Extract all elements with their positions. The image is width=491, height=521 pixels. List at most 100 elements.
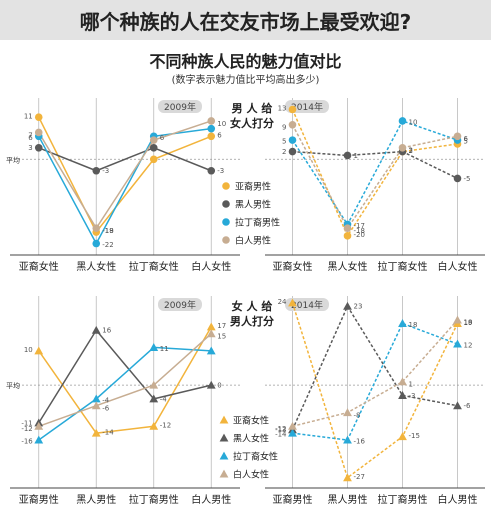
y-axis-label-1: 平均 [6,155,20,164]
title-banner: 哪个种族的人在交友市场上最受欢迎? [0,0,491,40]
category-label-3-3: 拉丁裔男性 [129,493,179,506]
data-label-1-3-2: -22 [102,241,113,249]
data-point-4-4-4 [453,315,462,324]
category-label-4-1: 亚裔男性 [273,493,313,506]
data-point-1-2-2 [92,166,101,175]
data-label-3-4-2: -6 [102,405,110,413]
legend-top-text-4: 白人男性 [235,235,271,247]
data-label-4-2-1: -13 [275,426,286,434]
data-point-3-1-1 [34,346,44,355]
data-point-1-3-2 [92,239,101,248]
data-point-3-4-4 [206,329,216,338]
category-label-1-4: 白人女性 [191,260,231,273]
data-label-2-4-3: 3 [409,147,413,155]
data-point-3-1-4 [206,322,216,331]
legend-bottom-marker-1 [219,415,229,424]
data-label-4-4-1: -12 [275,425,286,433]
data-label-1-4-1: 7 [28,131,32,139]
category-label-1-2: 黑人女性 [76,260,116,273]
data-point-2-4-4 [453,132,462,141]
data-point-3-3-1 [34,435,44,444]
data-point-1-1-3 [149,155,158,164]
legend-bottom-text-3: 拉丁裔女性 [233,451,278,463]
category-label-2-4: 白人女性 [438,260,478,273]
data-point-3-3-3 [149,343,159,351]
data-point-2-2-4 [453,174,462,183]
series-line-4-4 [292,319,459,428]
category-label-1-1: 亚裔女性 [19,260,59,273]
data-label-1-1-2: -19 [102,227,113,235]
legend-bottom-marker-4 [219,469,229,478]
data-label-1-2-4: -3 [217,167,224,175]
data-point-1-1-4 [207,132,216,141]
data-point-2-2-1 [288,147,297,156]
data-label-2-1-1: 13 [278,105,287,113]
data-label-4-2-4: -6 [464,402,472,410]
data-point-1-1-1 [34,113,43,121]
data-point-3-2-3 [149,394,159,403]
legend-top-marker-1 [222,182,230,190]
data-label-2-4-2: -18 [354,227,365,235]
data-point-2-4-1 [288,121,297,129]
data-label-3-2-3: -4 [160,395,168,403]
data-label-1-3-3: 6 [160,134,165,142]
data-point-4-2-4 [453,401,462,410]
data-point-4-1-3 [398,432,407,441]
data-point-3-3-2 [91,394,101,403]
legend-top-text-2: 黑人男性 [235,199,271,211]
y-axis-label-3: 平均 [6,381,20,390]
data-point-2-4-2 [343,224,352,232]
series-line-1-1 [38,116,212,234]
data-label-1-4-4: 10 [217,120,226,128]
data-label-2-2-4: -5 [464,175,471,183]
data-point-3-4-1 [34,421,44,430]
data-label-4-4-3: 1 [409,381,413,389]
series-line-4-1 [291,302,459,479]
series-line-4-2 [291,304,458,431]
data-point-4-4-1 [288,421,297,430]
data-label-3-1-4: 17 [217,322,226,330]
data-label-1-2-1: 3 [28,144,32,152]
series-line-2-2 [292,150,458,180]
data-label-3-4-4: 15 [217,333,226,341]
data-point-2-2-2 [343,151,352,160]
data-point-4-3-4 [453,339,462,348]
series-line-4-3 [292,322,458,441]
data-label-4-4-2: -8 [354,411,361,419]
data-point-3-2-2 [91,325,101,334]
data-label-4-2-2: 23 [354,303,363,311]
data-label-2-3-1: 5 [282,138,286,146]
series-line-2-3 [291,120,458,226]
series-line-1-4 [38,120,212,230]
year-badge-1 [158,100,202,113]
data-point-3-4-2 [91,401,101,410]
data-label-3-3-1: -16 [21,438,33,446]
data-label-1-1-1: 11 [24,112,33,120]
data-point-3-1-2 [91,428,101,437]
page-title: 哪个种族的人在交友市场上最受欢迎? [79,10,412,34]
legend-bottom-text-4: 白人女性 [233,469,269,481]
legend-bottom-marker-3 [219,451,229,460]
data-point-2-3-3 [398,117,407,125]
data-label-4-4-4: 19 [464,319,473,327]
data-point-4-4-3 [398,377,407,386]
series-line-3-1 [38,326,212,434]
category-label-3-1: 亚裔男性 [19,493,59,506]
data-label-3-2-4: 0 [217,382,221,390]
data-label-3-2-1: -11 [21,419,32,427]
data-label-2-4-1: 9 [282,124,286,132]
data-point-2-3-1 [288,136,297,144]
series-line-3-3 [38,346,212,441]
data-point-4-2-2 [343,301,352,310]
group-label-1-1: 男 人 给 [232,101,273,115]
category-label-3-4: 白人男性 [191,493,231,506]
data-point-4-3-2 [343,435,352,444]
data-point-4-3-3 [398,319,407,327]
data-label-3-4-1: -12 [21,425,32,433]
data-point-3-4-3 [149,380,159,389]
chart-subtitle: 不同种族人民的魅力值对比 [149,52,342,71]
data-point-3-2-4 [206,380,216,389]
data-label-1-1-4: 6 [217,131,222,139]
data-label-4-2-3: -3 [409,392,416,400]
